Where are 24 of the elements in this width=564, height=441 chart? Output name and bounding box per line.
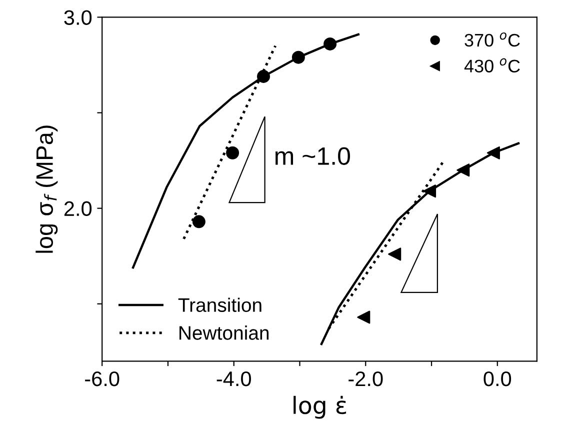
point bbox=[423, 184, 436, 198]
x-tick-label: 0.0 bbox=[484, 371, 512, 386]
x-axis-title: log ε̇ bbox=[294, 396, 346, 419]
point bbox=[292, 50, 305, 64]
legend-label: 430 $^{o}$C bbox=[464, 58, 520, 72]
legend-label: Transition bbox=[178, 298, 262, 312]
y-tick-label: 3.0 bbox=[64, 10, 92, 25]
point bbox=[357, 310, 370, 324]
point bbox=[486, 146, 500, 160]
x-tick-label: -6.0 bbox=[85, 371, 120, 386]
point bbox=[257, 70, 270, 83]
legend-label: 370 $^{o}$C bbox=[464, 32, 520, 47]
x-tick-label: -4.0 bbox=[216, 371, 251, 386]
annotation: m ~1.0 bbox=[276, 147, 350, 165]
line-series bbox=[132, 33, 360, 269]
point bbox=[324, 37, 337, 50]
y-tick-label: 2.0 bbox=[64, 201, 92, 216]
x-tick-label: -2.0 bbox=[348, 371, 383, 386]
point bbox=[226, 146, 240, 160]
point bbox=[192, 215, 206, 228]
legend-label: Newtonian bbox=[180, 326, 269, 340]
y-axis-title: log σ$_{f}$ (MPa) bbox=[36, 126, 58, 253]
point bbox=[456, 164, 470, 177]
point bbox=[388, 248, 402, 261]
